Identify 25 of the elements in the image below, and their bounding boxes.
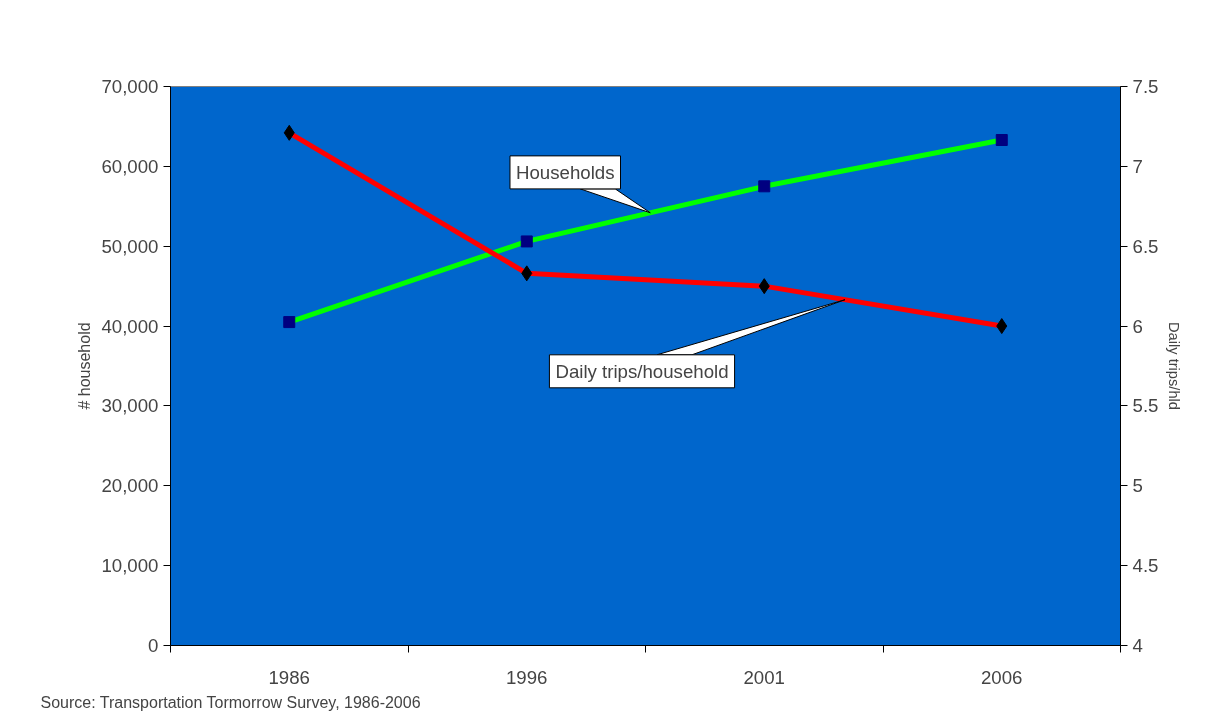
source-note: Source: Transportation Tormorrow Survey, 1986-2006	[40, 693, 421, 711]
y2-tick-label: 4	[1132, 635, 1143, 656]
y2-tick-label: 7.5	[1132, 76, 1159, 97]
y-axis-title: # household	[76, 322, 94, 410]
y-tick-label: 70,000	[101, 76, 159, 97]
y2-tick-label: 5	[1132, 475, 1143, 497]
x-tick-label: 2006	[981, 666, 1023, 688]
y-tick-label: 30,000	[101, 395, 159, 417]
x-tick-label: 1996	[506, 666, 548, 688]
x-tick-label: 1986	[268, 666, 311, 688]
y2-tick-label: 6.5	[1132, 235, 1159, 257]
y-tick-label: 20,000	[101, 475, 159, 497]
x-tick-label: 2001	[743, 666, 786, 688]
y2-tick-label: 6	[1132, 315, 1143, 337]
y-tick-label: 50,000	[101, 235, 159, 257]
y2-tick-label: 7	[1132, 155, 1143, 177]
text: Daily trips/household	[555, 360, 729, 382]
y-tick-label: 40,000	[101, 315, 159, 337]
y2-axis-title: Daily trips/hld	[1166, 322, 1183, 410]
y-tick-label: 60,000	[101, 155, 159, 177]
y2-tick-label: 4.5	[1132, 555, 1159, 577]
y2-tick-label: 5.5	[1132, 395, 1159, 417]
series-label: Households	[515, 161, 615, 183]
y-tick-label: 0	[148, 635, 159, 656]
y-tick-label: 10,000	[101, 555, 159, 577]
